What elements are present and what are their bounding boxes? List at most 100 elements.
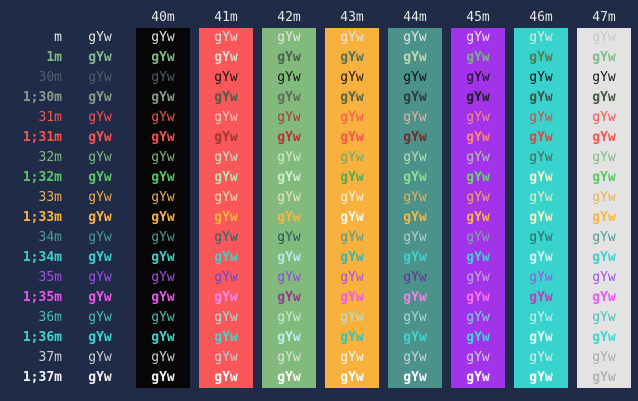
color-cell: gYw <box>388 188 442 208</box>
color-cell: gYw <box>451 188 505 208</box>
row-label: 1;31m <box>22 130 62 145</box>
color-cell: gYw <box>262 248 316 268</box>
color-cell-default-bg: gYw <box>88 230 112 245</box>
color-cell: gYw <box>577 208 631 228</box>
color-cell: gYw <box>199 168 253 188</box>
color-cell: gYw <box>514 108 568 128</box>
color-cell: gYw <box>136 228 190 248</box>
color-cell-default-bg: gYw <box>88 330 112 345</box>
color-cell: gYw <box>514 208 568 228</box>
color-cell: gYw <box>577 368 631 388</box>
color-cell: gYw <box>262 28 316 48</box>
color-cell: gYw <box>199 268 253 288</box>
color-cell: gYw <box>388 248 442 268</box>
color-cell: gYw <box>262 68 316 88</box>
color-cell: gYw <box>388 208 442 228</box>
row-label: 33m <box>38 190 62 205</box>
color-cell: gYw <box>325 168 379 188</box>
color-cell: gYw <box>136 148 190 168</box>
color-cell: gYw <box>199 28 253 48</box>
color-cell: gYw <box>451 48 505 68</box>
column-header: 45m <box>466 10 490 25</box>
header-spacer-default-column <box>73 8 127 28</box>
color-cell: gYw <box>514 348 568 368</box>
column-header: 43m <box>340 10 364 25</box>
column-header: 44m <box>403 10 427 25</box>
color-cell: gYw <box>451 128 505 148</box>
color-cell: gYw <box>388 148 442 168</box>
row-label: 1;36m <box>22 330 62 345</box>
color-cell: gYw <box>262 208 316 228</box>
color-cell: gYw <box>136 348 190 368</box>
color-cell: gYw <box>262 228 316 248</box>
color-cell: gYw <box>199 108 253 128</box>
color-cell: gYw <box>136 168 190 188</box>
color-cell: gYw <box>199 328 253 348</box>
color-cell: gYw <box>577 168 631 188</box>
color-cell: gYw <box>514 28 568 48</box>
color-cell-default-bg: gYw <box>88 130 112 145</box>
color-cell: gYw <box>577 48 631 68</box>
color-cell: gYw <box>199 188 253 208</box>
row-label: 1;30m <box>22 90 62 105</box>
color-cell: gYw <box>262 368 316 388</box>
row-label: 32m <box>38 150 62 165</box>
color-cell: gYw <box>262 268 316 288</box>
color-cell: gYw <box>388 28 442 48</box>
row-label: 1;34m <box>22 250 62 265</box>
color-cell: gYw <box>199 348 253 368</box>
color-cell: gYw <box>199 288 253 308</box>
color-cell: gYw <box>577 188 631 208</box>
color-cell: gYw <box>325 88 379 108</box>
color-cell: gYw <box>388 348 442 368</box>
color-cell: gYw <box>514 268 568 288</box>
color-cell: gYw <box>199 68 253 88</box>
color-cell: gYw <box>514 228 568 248</box>
color-cell-default-bg: gYw <box>88 150 112 165</box>
row-label: 1;37m <box>22 370 62 385</box>
color-cell: gYw <box>514 308 568 328</box>
color-cell: gYw <box>451 368 505 388</box>
color-cell: gYw <box>577 28 631 48</box>
color-cell: gYw <box>136 88 190 108</box>
row-label: 36m <box>38 310 62 325</box>
color-cell-default-bg: gYw <box>88 70 112 85</box>
color-cell: gYw <box>136 208 190 228</box>
color-cell: gYw <box>325 228 379 248</box>
color-cell: gYw <box>451 288 505 308</box>
color-cell: gYw <box>388 288 442 308</box>
color-cell: gYw <box>514 168 568 188</box>
color-cell: gYw <box>325 148 379 168</box>
color-cell: gYw <box>514 148 568 168</box>
column-header: 41m <box>214 10 238 25</box>
color-cell: gYw <box>388 268 442 288</box>
color-cell: gYw <box>325 28 379 48</box>
color-cell-default-bg: gYw <box>88 310 112 325</box>
color-cell: gYw <box>577 228 631 248</box>
color-cell: gYw <box>577 268 631 288</box>
color-cell: gYw <box>514 188 568 208</box>
color-cell: gYw <box>514 68 568 88</box>
color-cell: gYw <box>577 328 631 348</box>
color-cell-default-bg: gYw <box>88 270 112 285</box>
color-cell: gYw <box>388 328 442 348</box>
color-cell: gYw <box>577 88 631 108</box>
color-cell: gYw <box>451 328 505 348</box>
color-cell: gYw <box>451 28 505 48</box>
color-cell: gYw <box>388 68 442 88</box>
color-cell-default-bg: gYw <box>88 90 112 105</box>
color-cell-default-bg: gYw <box>88 210 112 225</box>
color-cell: gYw <box>136 108 190 128</box>
color-cell: gYw <box>577 308 631 328</box>
row-label: 1m <box>46 50 62 65</box>
color-cell: gYw <box>262 328 316 348</box>
column-header: 47m <box>592 10 616 25</box>
row-label: 31m <box>38 110 62 125</box>
color-cell: gYw <box>325 68 379 88</box>
row-label: m <box>54 30 62 45</box>
color-cell-default-bg: gYw <box>88 170 112 185</box>
color-cell: gYw <box>451 168 505 188</box>
color-cell: gYw <box>136 288 190 308</box>
color-cell: gYw <box>325 188 379 208</box>
